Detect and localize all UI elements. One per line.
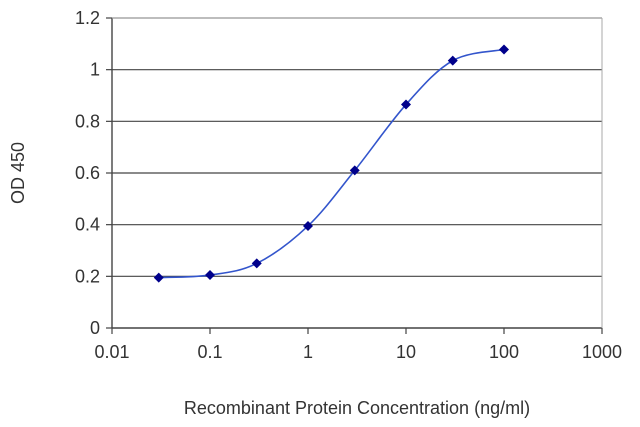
x-tick-labels: 0.01 0.1 1 10 100 1000	[94, 342, 622, 362]
x-tick-label: 0.01	[94, 342, 129, 362]
y-tick-labels: 0 0.2 0.4 0.6 0.8 1 1.2	[75, 8, 100, 338]
data-points	[153, 44, 509, 283]
y-tick-label: 0.8	[75, 111, 100, 131]
y-tick-label: 1	[90, 60, 100, 80]
data-point	[251, 258, 262, 269]
y-tick-label: 1.2	[75, 8, 100, 28]
x-axis-title: Recombinant Protein Concentration (ng/ml…	[184, 398, 530, 418]
x-tick-label: 1000	[582, 342, 622, 362]
x-tick-label: 0.1	[197, 342, 222, 362]
y-tick-label: 0.2	[75, 266, 100, 286]
data-point	[303, 220, 313, 231]
x-tick-label: 100	[489, 342, 519, 362]
data-point	[447, 55, 458, 66]
x-tick-label: 1	[303, 342, 313, 362]
x-tick-label: 10	[396, 342, 416, 362]
data-point	[401, 99, 411, 110]
fit-curve	[158, 48, 505, 279]
data-point	[153, 272, 164, 283]
data-point	[349, 165, 360, 176]
y-tick-label: 0.4	[75, 215, 100, 235]
axes	[111, 17, 603, 334]
y-tick-label: 0.6	[75, 163, 100, 183]
data-point	[499, 44, 509, 55]
y-tick-label: 0	[90, 318, 100, 338]
y-axis-title: OD 450	[8, 142, 28, 204]
data-point	[205, 270, 215, 281]
